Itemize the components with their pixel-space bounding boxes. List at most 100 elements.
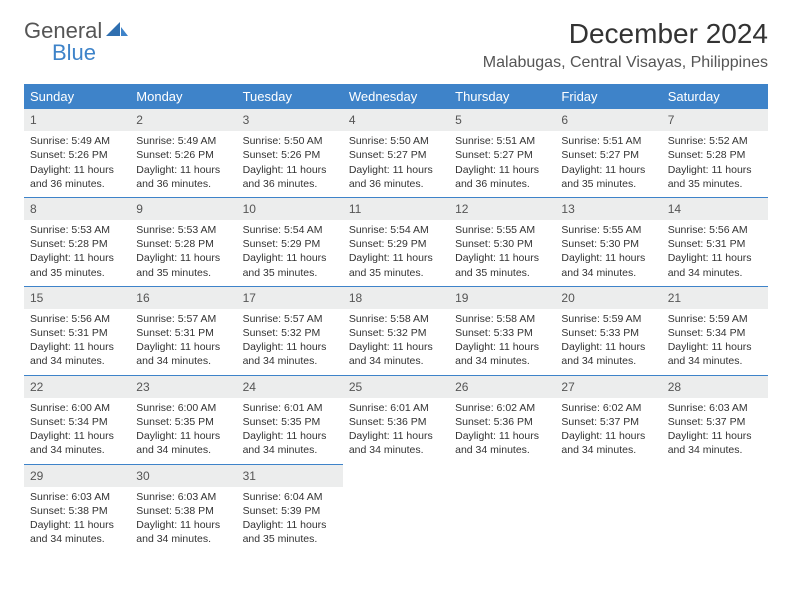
- day-line: Sunset: 5:33 PM: [561, 326, 655, 340]
- day-line: Sunset: 5:36 PM: [349, 415, 443, 429]
- day-line: Sunrise: 5:55 AM: [455, 223, 549, 237]
- day-content-cell: Sunrise: 6:04 AMSunset: 5:39 PMDaylight:…: [237, 487, 343, 553]
- day-content-cell: Sunrise: 5:59 AMSunset: 5:33 PMDaylight:…: [555, 309, 661, 375]
- day-header: Wednesday: [343, 84, 449, 109]
- day-line: Daylight: 11 hours: [243, 429, 337, 443]
- day-line: Sunrise: 5:53 AM: [136, 223, 230, 237]
- calendar-table: SundayMondayTuesdayWednesdayThursdayFrid…: [24, 84, 768, 552]
- day-content-cell: Sunrise: 6:02 AMSunset: 5:37 PMDaylight:…: [555, 398, 661, 464]
- day-line: Daylight: 11 hours: [136, 163, 230, 177]
- day-number-row: 891011121314: [24, 197, 768, 220]
- day-line: and 34 minutes.: [349, 443, 443, 457]
- day-content-row: Sunrise: 5:56 AMSunset: 5:31 PMDaylight:…: [24, 309, 768, 375]
- day-line: Daylight: 11 hours: [136, 429, 230, 443]
- day-line: Daylight: 11 hours: [561, 251, 655, 265]
- day-line: and 34 minutes.: [455, 443, 549, 457]
- day-line: Daylight: 11 hours: [136, 251, 230, 265]
- day-content-cell: Sunrise: 5:50 AMSunset: 5:26 PMDaylight:…: [237, 131, 343, 197]
- day-line: Daylight: 11 hours: [668, 340, 762, 354]
- day-line: and 34 minutes.: [243, 443, 337, 457]
- day-line: and 35 minutes.: [243, 532, 337, 546]
- day-content-row: Sunrise: 6:03 AMSunset: 5:38 PMDaylight:…: [24, 487, 768, 553]
- day-line: Sunrise: 5:55 AM: [561, 223, 655, 237]
- day-number-row: 22232425262728: [24, 375, 768, 398]
- day-number-cell: [555, 464, 661, 487]
- day-content-cell: Sunrise: 6:01 AMSunset: 5:36 PMDaylight:…: [343, 398, 449, 464]
- day-line: Sunrise: 5:57 AM: [243, 312, 337, 326]
- day-number-cell: 30: [130, 464, 236, 487]
- day-header: Thursday: [449, 84, 555, 109]
- day-content-cell: Sunrise: 6:03 AMSunset: 5:37 PMDaylight:…: [662, 398, 768, 464]
- day-number-cell: 29: [24, 464, 130, 487]
- day-number-cell: 19: [449, 286, 555, 309]
- day-line: and 34 minutes.: [30, 354, 124, 368]
- day-line: Sunset: 5:29 PM: [243, 237, 337, 251]
- day-number-cell: 22: [24, 375, 130, 398]
- day-number-cell: 9: [130, 197, 236, 220]
- day-content-cell: Sunrise: 6:00 AMSunset: 5:35 PMDaylight:…: [130, 398, 236, 464]
- day-line: Sunrise: 6:02 AM: [455, 401, 549, 415]
- day-line: and 34 minutes.: [136, 532, 230, 546]
- day-content-cell: Sunrise: 5:56 AMSunset: 5:31 PMDaylight:…: [24, 309, 130, 375]
- day-line: Sunrise: 6:03 AM: [668, 401, 762, 415]
- day-number-cell: 27: [555, 375, 661, 398]
- day-line: Daylight: 11 hours: [561, 163, 655, 177]
- day-number-cell: 6: [555, 109, 661, 131]
- day-line: Daylight: 11 hours: [136, 340, 230, 354]
- day-line: Sunrise: 5:51 AM: [561, 134, 655, 148]
- day-line: and 34 minutes.: [455, 354, 549, 368]
- day-number-cell: 13: [555, 197, 661, 220]
- day-number-cell: 10: [237, 197, 343, 220]
- day-content-cell: Sunrise: 5:56 AMSunset: 5:31 PMDaylight:…: [662, 220, 768, 286]
- day-line: Sunset: 5:34 PM: [30, 415, 124, 429]
- day-line: Sunrise: 5:52 AM: [668, 134, 762, 148]
- day-content-cell: Sunrise: 5:58 AMSunset: 5:32 PMDaylight:…: [343, 309, 449, 375]
- day-line: Sunset: 5:29 PM: [349, 237, 443, 251]
- day-content-cell: Sunrise: 5:54 AMSunset: 5:29 PMDaylight:…: [343, 220, 449, 286]
- day-line: Sunset: 5:31 PM: [136, 326, 230, 340]
- day-content-cell: Sunrise: 5:50 AMSunset: 5:27 PMDaylight:…: [343, 131, 449, 197]
- day-line: Sunset: 5:26 PM: [243, 148, 337, 162]
- day-line: and 34 minutes.: [561, 354, 655, 368]
- day-header: Sunday: [24, 84, 130, 109]
- day-number-cell: 14: [662, 197, 768, 220]
- day-header: Saturday: [662, 84, 768, 109]
- day-content-cell: [662, 487, 768, 553]
- day-header-row: SundayMondayTuesdayWednesdayThursdayFrid…: [24, 84, 768, 109]
- day-line: Daylight: 11 hours: [668, 429, 762, 443]
- day-line: Daylight: 11 hours: [455, 429, 549, 443]
- day-line: Sunrise: 6:03 AM: [136, 490, 230, 504]
- day-line: Daylight: 11 hours: [668, 251, 762, 265]
- day-line: Sunrise: 5:49 AM: [136, 134, 230, 148]
- logo-sail-icon: [106, 20, 128, 43]
- day-line: Sunset: 5:26 PM: [136, 148, 230, 162]
- day-line: Daylight: 11 hours: [30, 340, 124, 354]
- day-content-cell: Sunrise: 6:00 AMSunset: 5:34 PMDaylight:…: [24, 398, 130, 464]
- day-number-cell: 31: [237, 464, 343, 487]
- day-line: and 34 minutes.: [136, 443, 230, 457]
- day-line: Sunrise: 6:00 AM: [30, 401, 124, 415]
- day-number-cell: 23: [130, 375, 236, 398]
- day-line: Sunrise: 6:01 AM: [243, 401, 337, 415]
- logo-blue-wrap: Blue: [24, 40, 96, 66]
- day-number-cell: 11: [343, 197, 449, 220]
- day-line: Sunset: 5:27 PM: [455, 148, 549, 162]
- day-content-cell: Sunrise: 6:01 AMSunset: 5:35 PMDaylight:…: [237, 398, 343, 464]
- day-line: Sunset: 5:35 PM: [136, 415, 230, 429]
- day-content-cell: Sunrise: 5:51 AMSunset: 5:27 PMDaylight:…: [555, 131, 661, 197]
- day-line: Sunset: 5:38 PM: [30, 504, 124, 518]
- day-line: Daylight: 11 hours: [455, 251, 549, 265]
- day-line: and 35 minutes.: [561, 177, 655, 191]
- day-line: Daylight: 11 hours: [30, 429, 124, 443]
- location: Malabugas, Central Visayas, Philippines: [483, 54, 768, 72]
- day-line: Sunrise: 5:50 AM: [349, 134, 443, 148]
- day-line: Daylight: 11 hours: [243, 251, 337, 265]
- day-line: and 34 minutes.: [136, 354, 230, 368]
- day-line: and 36 minutes.: [349, 177, 443, 191]
- day-line: and 34 minutes.: [30, 532, 124, 546]
- day-content-cell: Sunrise: 6:03 AMSunset: 5:38 PMDaylight:…: [24, 487, 130, 553]
- day-number-cell: 1: [24, 109, 130, 131]
- day-line: Daylight: 11 hours: [349, 340, 443, 354]
- day-line: Sunset: 5:32 PM: [243, 326, 337, 340]
- day-line: Daylight: 11 hours: [30, 163, 124, 177]
